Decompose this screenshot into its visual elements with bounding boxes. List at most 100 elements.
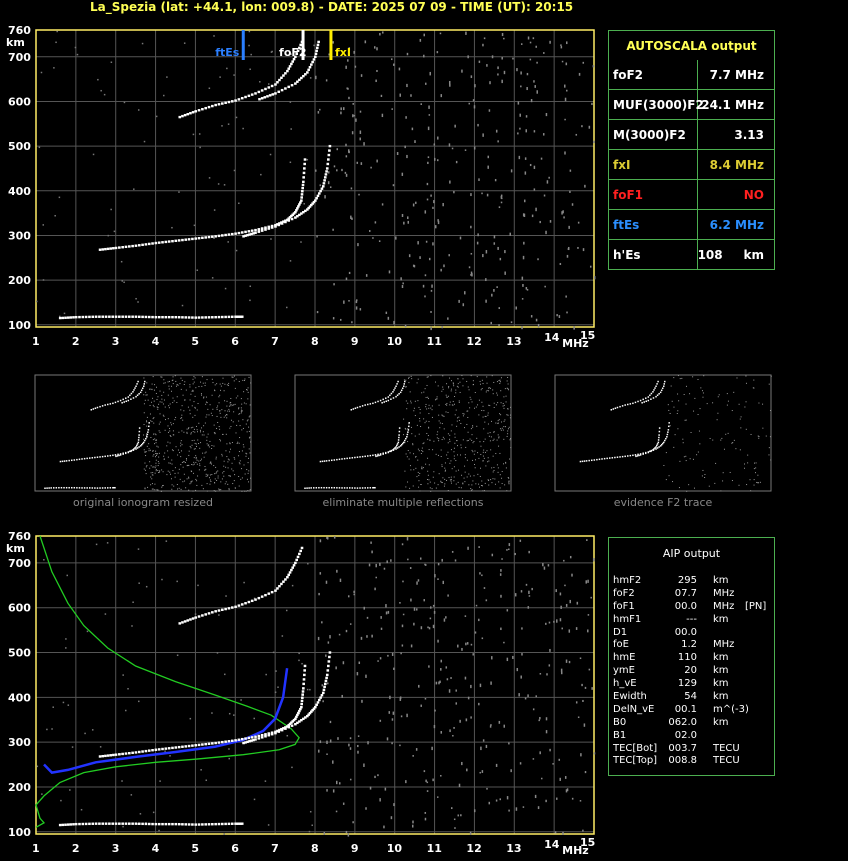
noise-dot bbox=[137, 301, 139, 303]
trace-point bbox=[191, 237, 194, 241]
thumbnail-noise bbox=[228, 384, 230, 386]
aip-key: TEC[Top] bbox=[613, 755, 658, 767]
thumbnail-noise bbox=[454, 442, 456, 444]
thumbnail-noise bbox=[245, 423, 247, 425]
thumbnail-noise bbox=[243, 490, 245, 492]
thumbnail-trace bbox=[343, 487, 346, 489]
thumbnail-noise bbox=[157, 461, 159, 463]
noise-dot bbox=[577, 221, 580, 224]
thumbnail-noise bbox=[697, 379, 699, 381]
aip-unit: MHz bbox=[713, 639, 735, 651]
thumbnail-noise bbox=[241, 429, 243, 431]
thumbnail-noise bbox=[424, 422, 426, 424]
noise-dot bbox=[542, 133, 545, 136]
thumbnail-noise bbox=[214, 482, 216, 484]
trace-point bbox=[61, 823, 65, 827]
thumbnail-trace bbox=[658, 436, 660, 439]
trace-point bbox=[267, 227, 271, 230]
thumbnail-noise bbox=[762, 403, 764, 405]
thumbnail-noise bbox=[423, 418, 425, 420]
trace-point bbox=[276, 587, 279, 590]
noise-dot bbox=[519, 113, 521, 117]
noise-dot bbox=[569, 599, 571, 604]
trace-point bbox=[274, 223, 277, 227]
noise-dot bbox=[478, 546, 480, 548]
noise-dot bbox=[555, 589, 557, 593]
trace-point bbox=[325, 170, 328, 173]
thumbnail-noise bbox=[241, 468, 243, 470]
trace-point bbox=[177, 823, 181, 826]
trace-point bbox=[227, 607, 231, 610]
thumbnail-noise bbox=[174, 476, 176, 478]
thumbnail-noise bbox=[157, 470, 159, 472]
thumbnail-noise bbox=[458, 400, 460, 402]
thumbnail-noise bbox=[486, 382, 488, 384]
noise-dot bbox=[420, 704, 422, 707]
noise-dot bbox=[568, 225, 570, 229]
noise-dot bbox=[329, 186, 332, 189]
noise-dot bbox=[518, 693, 520, 697]
thumbnail-noise bbox=[418, 480, 420, 482]
thumbnail-noise bbox=[229, 427, 231, 429]
noise-dot bbox=[581, 125, 583, 128]
noise-dot bbox=[425, 240, 428, 243]
thumbnail-noise bbox=[208, 444, 210, 446]
thumbnail-noise bbox=[172, 470, 174, 472]
noise-dot bbox=[548, 621, 551, 624]
noise-dot bbox=[468, 266, 471, 269]
thumbnail-noise bbox=[450, 476, 452, 478]
thumbnail-noise bbox=[246, 478, 248, 480]
trace-point bbox=[291, 60, 295, 63]
autoscala-title: AUTOSCALA output bbox=[626, 38, 757, 53]
thumbnail-noise bbox=[466, 423, 468, 425]
trace-point bbox=[298, 213, 301, 217]
thumbnail-trace bbox=[364, 487, 366, 489]
thumbnail-noise bbox=[483, 457, 485, 459]
trace-point bbox=[320, 694, 324, 697]
noise-dot bbox=[319, 184, 322, 187]
noise-dot bbox=[454, 827, 456, 829]
thumbnail-noise bbox=[681, 377, 683, 379]
thumbnail-noise bbox=[477, 404, 479, 406]
thumbnail-noise bbox=[487, 461, 489, 463]
thumbnail-trace bbox=[610, 409, 613, 411]
trace-point bbox=[244, 95, 247, 99]
thumbnail-noise bbox=[447, 442, 449, 444]
thumbnail-trace bbox=[397, 380, 399, 383]
noise-dot bbox=[336, 148, 339, 151]
thumbnail-noise bbox=[225, 414, 227, 416]
noise-dot bbox=[588, 125, 591, 129]
thumbnail-noise bbox=[205, 396, 207, 398]
thumbnail-noise bbox=[246, 389, 248, 391]
noise-dot bbox=[407, 220, 410, 224]
thumbnail-noise bbox=[704, 477, 706, 479]
noise-dot bbox=[522, 284, 524, 287]
trace-point bbox=[144, 315, 148, 319]
thumbnail-noise bbox=[504, 484, 506, 486]
aip-row: hmF1 --- km bbox=[609, 614, 774, 627]
thumbnail-noise bbox=[166, 474, 168, 476]
thumbnail-noise bbox=[460, 447, 462, 449]
thumbnail-noise bbox=[425, 463, 427, 465]
noise-dot bbox=[465, 642, 467, 646]
thumbnail-noise bbox=[228, 489, 230, 491]
thumbnail-noise bbox=[453, 447, 455, 449]
noise-dot bbox=[353, 590, 355, 593]
thumbnail-noise bbox=[192, 383, 194, 385]
noise-dot bbox=[471, 273, 473, 277]
trace-point bbox=[294, 211, 297, 214]
y-tick-label: 500 bbox=[8, 140, 31, 153]
thumbnail-trace bbox=[658, 446, 660, 448]
thumbnail-noise bbox=[217, 477, 219, 479]
thumbnail-noise bbox=[483, 490, 485, 492]
thumbnail-noise bbox=[739, 449, 741, 451]
noise-dot bbox=[428, 665, 430, 668]
thumbnail-noise bbox=[755, 467, 757, 469]
thumbnail-noise bbox=[509, 417, 511, 419]
noise-dot bbox=[290, 128, 292, 130]
thumbnail-noise bbox=[168, 407, 170, 409]
trace-point bbox=[250, 229, 254, 232]
noise-dot bbox=[227, 123, 230, 125]
trace-point bbox=[61, 316, 65, 320]
thumbnail-noise bbox=[416, 382, 418, 384]
